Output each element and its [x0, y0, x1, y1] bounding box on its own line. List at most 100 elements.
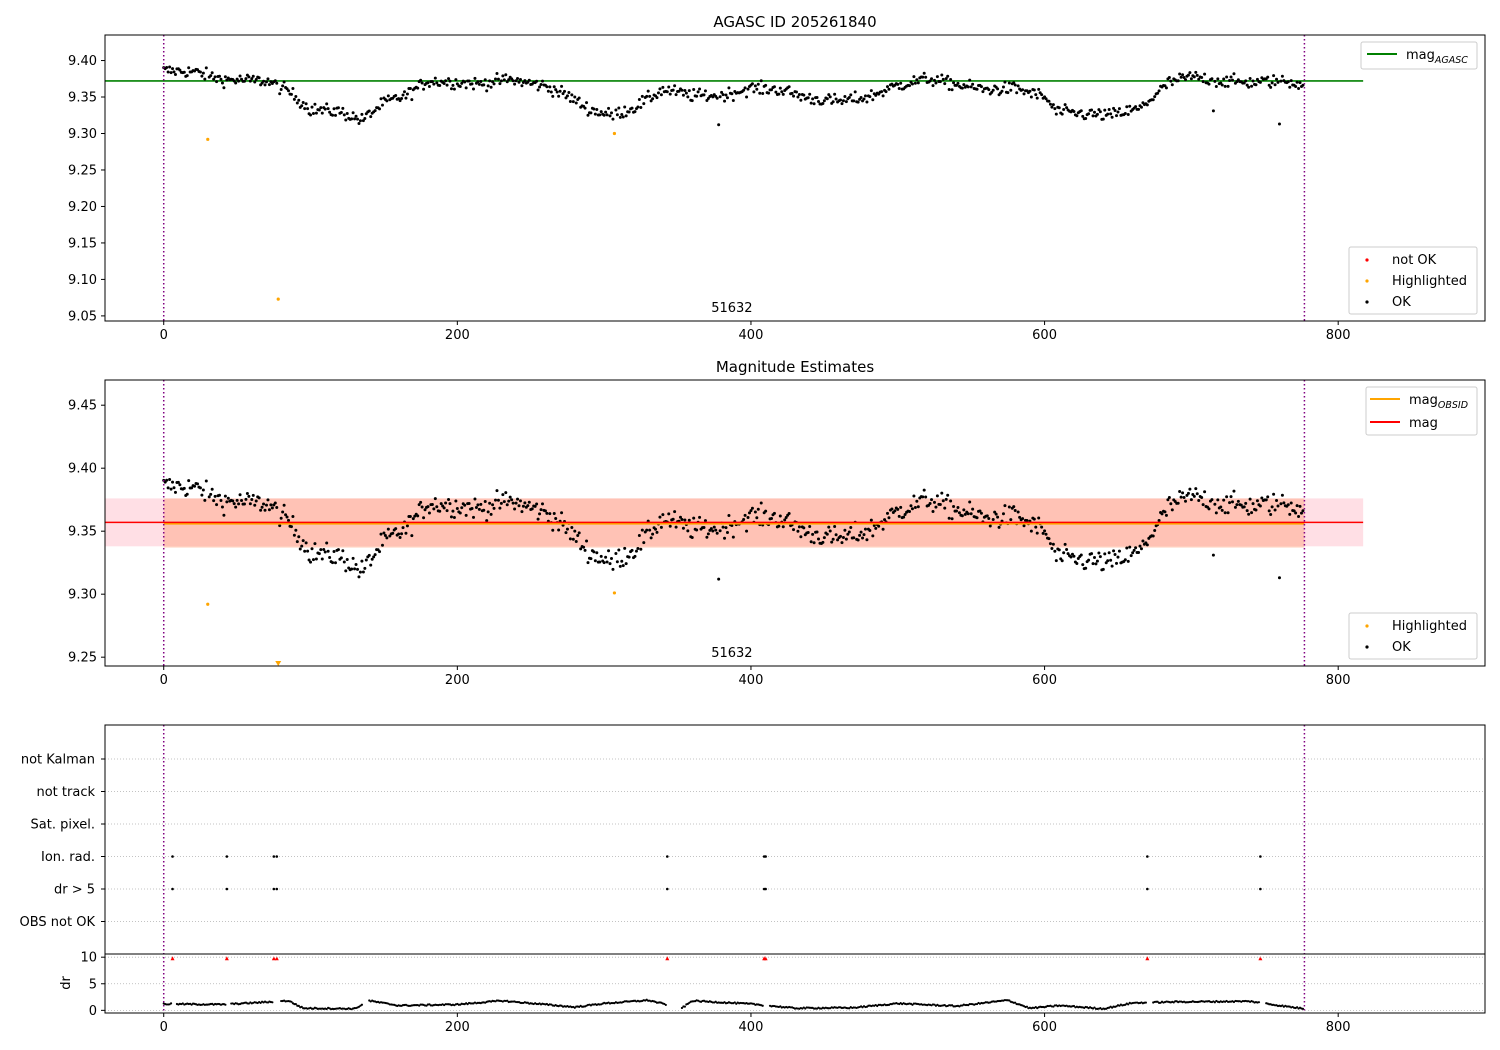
- flag-point: [225, 855, 229, 858]
- ok-point: [802, 526, 806, 530]
- ok-point: [514, 501, 518, 505]
- ok-point: [681, 526, 685, 530]
- ok-point: [1266, 75, 1270, 79]
- ok-point: [495, 72, 499, 76]
- ok-point: [1151, 534, 1155, 538]
- ok-point: [235, 498, 239, 502]
- ok-point: [176, 480, 180, 484]
- ok-point: [902, 515, 906, 519]
- ok-point: [1109, 112, 1113, 116]
- ok-point: [589, 557, 593, 561]
- ok-point: [410, 98, 414, 102]
- ok-point: [668, 92, 672, 96]
- ok-point: [667, 85, 671, 89]
- ok-point: [551, 94, 555, 98]
- x-tick-label: 200: [445, 673, 470, 688]
- ok-point: [792, 94, 796, 98]
- ok-point: [623, 546, 627, 550]
- ok-point: [568, 537, 572, 541]
- ok-point: [1053, 107, 1057, 111]
- ok-point: [1276, 504, 1280, 508]
- y-tick-label: 9.40: [68, 54, 97, 69]
- ok-point: [1255, 499, 1259, 503]
- ok-point: [1065, 547, 1069, 551]
- ok-point: [238, 493, 242, 497]
- ok-point: [684, 91, 688, 95]
- ok-point: [1128, 545, 1132, 549]
- ok-point: [956, 81, 960, 85]
- ok-point: [1228, 78, 1232, 82]
- dr-point: [1295, 1006, 1299, 1009]
- ok-point: [200, 493, 204, 497]
- ok-point: [301, 539, 305, 543]
- ok-point: [991, 518, 995, 522]
- ok-point: [1044, 97, 1048, 101]
- ok-point: [1091, 562, 1095, 566]
- ok-point: [604, 555, 608, 559]
- ok-point: [304, 541, 308, 545]
- y-tick-label: 9.35: [68, 91, 97, 106]
- ok-point: [1157, 89, 1161, 93]
- panel-flags-plot-area: [105, 725, 1485, 1013]
- ok-point: [721, 93, 725, 97]
- ok-point: [985, 514, 989, 518]
- ok-point: [852, 536, 856, 540]
- ok-point: [319, 548, 323, 552]
- ok-point: [947, 516, 951, 520]
- ok-point: [1167, 75, 1171, 79]
- ok-point: [1164, 513, 1168, 517]
- ok-point: [627, 555, 631, 559]
- ok-point: [893, 509, 897, 513]
- ok-point: [350, 117, 354, 121]
- y-tick-label: 10: [80, 951, 97, 966]
- ok-point: [203, 498, 207, 502]
- ok-point: [248, 502, 252, 506]
- ok-point: [273, 501, 277, 505]
- ok-point: [354, 114, 358, 118]
- ok-point: [496, 498, 500, 502]
- ok-point: [1047, 99, 1051, 103]
- ok-point: [303, 107, 307, 111]
- ok-point: [333, 113, 337, 117]
- ok-point: [862, 97, 866, 101]
- ok-point: [1295, 504, 1299, 508]
- ok-point: [212, 77, 216, 81]
- ok-point: [294, 528, 298, 532]
- ok-point: [1110, 115, 1114, 119]
- ok-point: [358, 119, 362, 123]
- off-scale-marker: [275, 661, 282, 666]
- ok-point: [949, 499, 953, 503]
- ok-point: [494, 498, 498, 502]
- ok-point: [1280, 493, 1284, 497]
- ok-point: [608, 114, 612, 118]
- ok-point: [916, 505, 920, 509]
- ok-point: [1182, 76, 1186, 80]
- ok-point: [808, 92, 812, 96]
- ok-point: [1032, 517, 1036, 521]
- ok-point: [464, 86, 468, 90]
- ok-point: [692, 516, 696, 520]
- ok-point: [987, 516, 991, 520]
- ok-point: [752, 90, 756, 94]
- y-tick-label: 9.15: [68, 236, 97, 251]
- ok-point: [758, 91, 762, 95]
- ok-point: [651, 532, 655, 536]
- ok-point: [1297, 515, 1301, 519]
- legend-mag-agasc: magAGASC: [1360, 41, 1478, 70]
- ok-point: [1050, 547, 1054, 551]
- ok-point: [336, 548, 340, 552]
- ok-point: [897, 514, 901, 518]
- ok-point: [673, 510, 677, 514]
- ok-point: [787, 85, 791, 89]
- ok-point: [690, 535, 694, 539]
- ok-point: [792, 528, 796, 532]
- ok-point: [1009, 518, 1013, 522]
- ok-point: [949, 78, 953, 82]
- ok-point: [1192, 494, 1196, 498]
- ok-point: [947, 87, 951, 91]
- ok-point: [1043, 529, 1047, 533]
- ok-point: [336, 106, 340, 110]
- ok-point: [655, 530, 659, 534]
- ok-point: [499, 79, 503, 83]
- ok-point: [565, 94, 569, 98]
